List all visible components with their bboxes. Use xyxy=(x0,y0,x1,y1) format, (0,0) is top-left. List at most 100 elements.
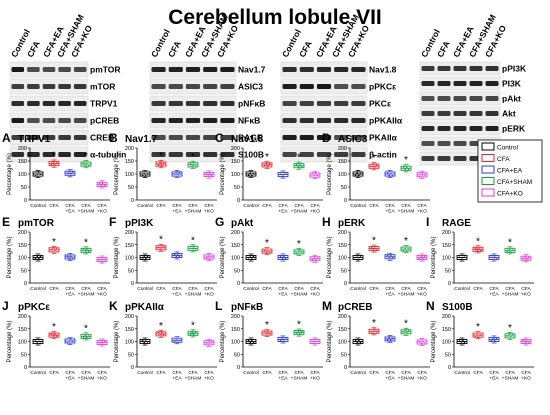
x-tick-label: +SHAM xyxy=(291,376,308,382)
significance-star: * xyxy=(265,238,269,249)
data-point xyxy=(100,340,102,342)
data-point xyxy=(209,172,211,175)
data-point xyxy=(299,164,301,166)
panel-letter: D xyxy=(322,131,331,145)
data-point xyxy=(82,336,85,339)
data-point xyxy=(511,249,514,251)
data-point xyxy=(70,338,72,341)
data-point xyxy=(316,174,319,177)
significance-star: * xyxy=(372,236,376,247)
data-point xyxy=(370,165,373,168)
x-tick-label: +EA xyxy=(489,376,499,382)
y-tick-label: 100 xyxy=(231,172,240,178)
x-tick-label: +KO xyxy=(521,292,531,298)
blot-protein-label: S100B xyxy=(238,150,264,160)
blot-protein-label: CREB xyxy=(90,133,114,143)
data-point xyxy=(205,257,208,260)
blot-band xyxy=(351,84,366,89)
data-point xyxy=(391,256,394,259)
blot-band xyxy=(469,126,483,131)
y-axis-label: Percentage (%) xyxy=(114,237,120,279)
data-point xyxy=(423,174,426,176)
blot-band xyxy=(299,67,314,72)
data-point xyxy=(102,260,104,263)
data-point xyxy=(358,339,360,342)
data-point xyxy=(207,340,209,342)
significance-star: * xyxy=(508,237,512,248)
data-point xyxy=(36,342,38,344)
data-point xyxy=(462,339,464,342)
data-point xyxy=(402,249,405,252)
x-tick-label: CFA xyxy=(156,370,166,376)
panel-title: pCREB xyxy=(338,302,372,313)
data-point xyxy=(390,339,392,342)
data-point xyxy=(388,174,391,177)
x-tick-label: +KO xyxy=(204,376,214,382)
data-point xyxy=(159,248,161,251)
data-point xyxy=(388,337,391,339)
y-tick-label: 50 xyxy=(445,352,451,358)
data-point xyxy=(193,163,195,166)
y-tick-label: 200 xyxy=(231,146,240,152)
data-point xyxy=(191,165,193,167)
y-tick-label: 50 xyxy=(128,352,134,358)
data-point xyxy=(251,339,253,342)
blot-band xyxy=(469,81,483,86)
blot-condition-header: CFA xyxy=(25,39,42,59)
x-tick-label: CFA xyxy=(81,203,91,209)
x-tick-label: +KO xyxy=(521,376,531,382)
y-tick-label: 100 xyxy=(18,340,27,346)
x-tick-label: Control xyxy=(243,203,258,209)
blot-protein-label: pmTOR xyxy=(90,65,121,75)
significance-star: * xyxy=(297,153,301,164)
data-point xyxy=(265,162,268,165)
data-point xyxy=(418,340,421,343)
blot-protein-label: PKAIIα xyxy=(369,133,398,143)
x-tick-label: CFA xyxy=(310,370,320,376)
x-tick-label: CFA xyxy=(505,286,515,292)
data-point xyxy=(284,257,287,260)
data-point xyxy=(173,253,176,256)
data-point xyxy=(526,340,528,342)
data-point xyxy=(268,332,271,335)
blot-band xyxy=(151,67,166,72)
data-point xyxy=(356,172,359,175)
data-point xyxy=(70,172,72,175)
legend-swatch xyxy=(481,142,495,151)
panel-title: Nav1.7 xyxy=(125,134,158,145)
data-point xyxy=(374,165,376,168)
x-tick-label: CFA xyxy=(49,203,59,209)
data-point xyxy=(87,335,90,337)
data-point xyxy=(194,248,197,250)
data-point xyxy=(406,250,408,252)
x-tick-label: CFA xyxy=(294,203,304,209)
y-tick-label: 200 xyxy=(442,230,451,236)
blot-condition-header: CFA xyxy=(166,39,183,59)
x-tick-label: +EA xyxy=(489,292,499,298)
blot-band xyxy=(453,111,467,116)
data-point xyxy=(311,258,314,261)
data-point xyxy=(402,331,405,333)
data-point xyxy=(356,254,359,257)
x-tick-label: CFA xyxy=(385,203,395,209)
blot-band xyxy=(485,126,499,131)
y-axis-label: Percentage (%) xyxy=(431,321,437,363)
x-tick-label: CFA xyxy=(262,203,272,209)
x-tick-label: CFA xyxy=(310,203,320,209)
y-axis-label: Percentage (%) xyxy=(220,153,226,195)
data-point xyxy=(175,171,177,173)
y-tick-label: 150 xyxy=(125,243,134,249)
blot-band xyxy=(453,81,467,86)
data-point xyxy=(263,164,266,167)
data-point xyxy=(315,340,317,343)
data-point xyxy=(281,338,284,340)
data-point xyxy=(263,330,266,333)
panel-letter: B xyxy=(109,131,118,145)
y-axis-label: Percentage (%) xyxy=(327,153,333,195)
data-point xyxy=(55,247,58,250)
x-tick-label: CFA xyxy=(204,370,214,376)
